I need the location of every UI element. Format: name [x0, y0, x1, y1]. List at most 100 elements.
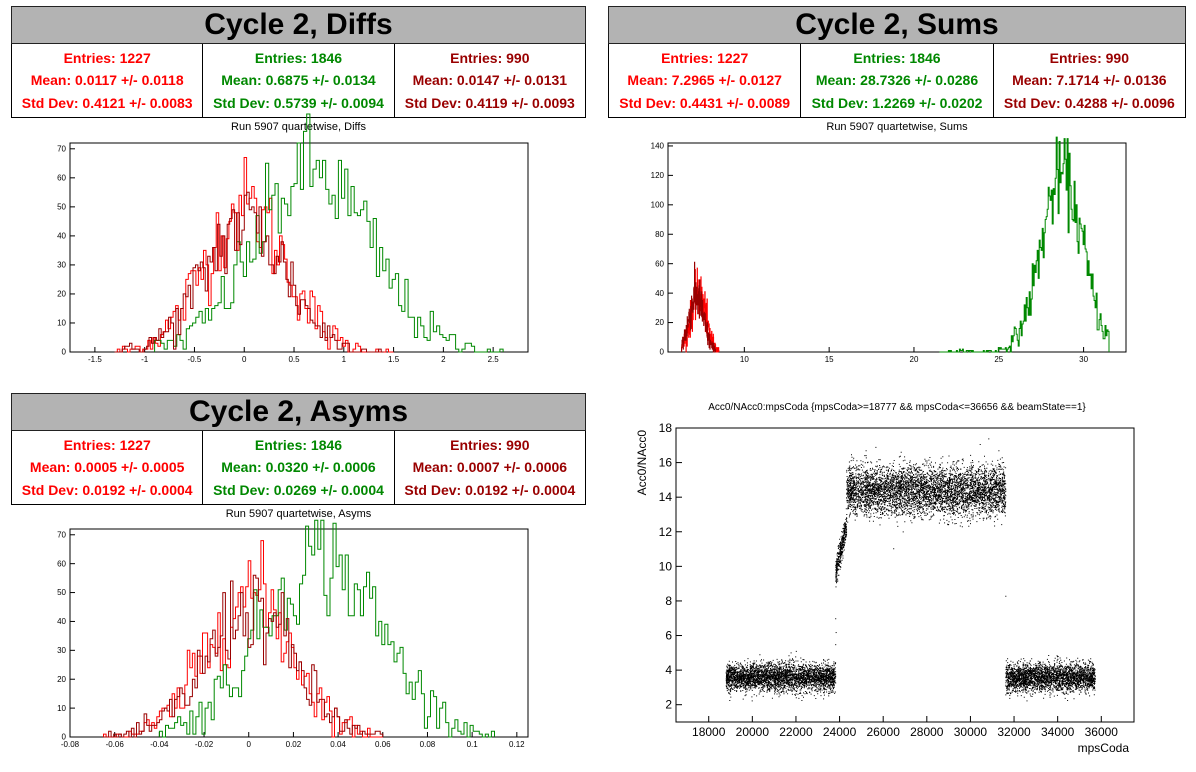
- x-tick-label: 24000: [823, 725, 857, 739]
- stddev-label: Std Dev: 0.0192 +/- 0.0004: [404, 481, 576, 498]
- histogram-series-red: [103, 540, 383, 738]
- stddev-label: Std Dev: 1.2269 +/- 0.0202: [811, 94, 983, 111]
- mean-label: Mean: 0.0147 +/- 0.0131: [412, 72, 568, 89]
- x-tick-label: 22000: [779, 725, 813, 739]
- x-tick-label: 2.5: [488, 355, 500, 364]
- y-tick-label: 60: [655, 259, 664, 268]
- x-tick-label: -1: [141, 355, 149, 364]
- scatter-point: [1005, 595, 1007, 597]
- scatter-cluster-2: [846, 438, 1007, 550]
- y-tick-label: 70: [57, 530, 66, 539]
- scatter-points: [725, 650, 837, 702]
- y-tick-label: 140: [651, 142, 665, 151]
- y-axis-label: Acc0/NAcc0: [635, 430, 649, 496]
- y-tick-label: 2: [665, 698, 672, 712]
- stddev-label: Std Dev: 0.4288 +/- 0.0096: [1003, 94, 1175, 111]
- mean-label: Mean: 7.1714 +/- 0.0136: [1012, 72, 1167, 89]
- scatter-points: [846, 438, 1007, 550]
- diffs-header: Cycle 2, Diffs: [11, 6, 586, 44]
- scatter-plot-title: Acc0/NAcc0:mpsCoda {mpsCoda>=18777 && mp…: [708, 402, 1086, 413]
- x-tick-label: -0.08: [61, 740, 80, 749]
- scatter-points: [1005, 655, 1096, 702]
- histogram-series-darkred: [114, 191, 384, 353]
- x-tick-label: 26000: [867, 725, 901, 739]
- mean-label: Mean: 0.0320 +/- 0.0006: [221, 459, 376, 476]
- x-tick-label: 34000: [1041, 725, 1075, 739]
- y-tick-label: 60: [57, 174, 66, 183]
- entries-label: Entries: 1227: [63, 437, 151, 454]
- x-tick-label: 25: [994, 355, 1003, 364]
- entries-label: Entries: 990: [1049, 50, 1129, 67]
- mean-label: Mean: 0.0007 +/- 0.0006: [412, 459, 568, 476]
- y-tick-label: 4: [665, 663, 672, 677]
- scatter-point: [835, 644, 837, 646]
- scatter-cluster-0: [725, 650, 837, 702]
- x-tick-label: 18000: [692, 725, 726, 739]
- stddev-label: Std Dev: 0.4431 +/- 0.0089: [619, 94, 791, 111]
- x-tick-label: 0.12: [509, 740, 525, 749]
- sums-stats-green: Entries: 1846 Mean: 28.7326 +/- 0.0286 S…: [801, 44, 994, 117]
- y-tick-label: 0: [660, 348, 665, 357]
- sums-header: Cycle 2, Sums: [608, 6, 1186, 44]
- y-tick-label: 70: [57, 144, 66, 153]
- y-tick-label: 40: [57, 232, 66, 241]
- y-tick-label: 0: [62, 733, 67, 742]
- x-tick-label: 36000: [1085, 725, 1119, 739]
- entries-label: Entries: 1227: [661, 50, 749, 67]
- plot-frame: [69, 528, 529, 738]
- sums-stats-box: Entries: 1227 Mean: 7.2965 +/- 0.0127 St…: [608, 44, 1186, 118]
- asyms-stats-darkred: Entries: 990 Mean: 0.0007 +/- 0.0006 Std…: [395, 431, 585, 504]
- stddev-label: Std Dev: 0.5739 +/- 0.0094: [213, 94, 384, 111]
- diffs-stats-green: Entries: 1846 Mean: 0.6875 +/- 0.0134 St…: [203, 44, 395, 117]
- y-tick-label: 20: [57, 290, 66, 299]
- x-tick-label: 30: [1079, 355, 1088, 364]
- scatter-point: [835, 618, 837, 620]
- mean-label: Mean: 0.0117 +/- 0.0118: [30, 72, 184, 89]
- x-tick-label: 28000: [910, 725, 944, 739]
- x-tick-label: 0.5: [288, 355, 300, 364]
- asyms-stats-green: Entries: 1846 Mean: 0.0320 +/- 0.0006 St…: [203, 431, 395, 504]
- x-tick-label: 0.02: [286, 740, 302, 749]
- histogram-series-green: [158, 519, 495, 738]
- diffs-stats-red: Entries: 1227 Mean: 0.0117 +/- 0.0118 St…: [12, 44, 204, 117]
- sums-stats-red: Entries: 1227 Mean: 7.2965 +/- 0.0127 St…: [609, 44, 802, 117]
- x-tick-label: 0: [247, 740, 252, 749]
- plot-frame: [69, 142, 529, 353]
- x-tick-label: 1.5: [388, 355, 400, 364]
- y-tick-label: 30: [57, 646, 66, 655]
- x-tick-label: 0: [242, 355, 247, 364]
- histogram-series-red: [114, 157, 394, 353]
- histogram-series-green: [939, 136, 1110, 353]
- x-axis-label: mpsCoda: [1078, 741, 1130, 755]
- y-tick-label: 0: [62, 348, 67, 357]
- x-tick-label: 1: [342, 355, 347, 364]
- sums-plot-title: Run 5907 quartetwise, Sums: [826, 121, 968, 133]
- stddev-label: Std Dev: 0.0192 +/- 0.0004: [21, 481, 193, 498]
- mean-label: Mean: 28.7326 +/- 0.0286: [815, 72, 979, 89]
- y-tick-label: 120: [651, 171, 665, 180]
- y-tick-label: 50: [57, 203, 66, 212]
- y-tick-label: 40: [57, 617, 66, 626]
- entries-label: Entries: 990: [450, 50, 530, 67]
- asyms-stats-box: Entries: 1227 Mean: 0.0005 +/- 0.0005 St…: [11, 431, 586, 505]
- plot-frame: [667, 142, 1127, 353]
- x-tick-label: 30000: [954, 725, 988, 739]
- y-tick-label: 10: [57, 704, 66, 713]
- asyms-plot-title: Run 5907 quartetwise, Asyms: [225, 508, 372, 520]
- entries-label: Entries: 990: [450, 437, 530, 454]
- diffs-plot-title: Run 5907 quartetwise, Diffs: [231, 121, 366, 133]
- x-tick-label: 2: [441, 355, 446, 364]
- sums-stats-darkred: Entries: 990 Mean: 7.1714 +/- 0.0136 Std…: [994, 44, 1185, 117]
- y-tick-label: 50: [57, 588, 66, 597]
- asyms-stats-red: Entries: 1227 Mean: 0.0005 +/- 0.0005 St…: [12, 431, 204, 504]
- stddev-label: Std Dev: 0.4119 +/- 0.0093: [404, 94, 575, 111]
- scatter-points: [835, 508, 848, 588]
- y-tick-label: 30: [57, 261, 66, 270]
- entries-label: Entries: 1846: [254, 437, 343, 454]
- scatter-cluster-3: [1005, 655, 1096, 702]
- y-tick-label: 16: [659, 456, 673, 470]
- histogram-series-green: [154, 113, 504, 353]
- stddev-label: Std Dev: 0.0269 +/- 0.0004: [213, 481, 384, 498]
- entries-label: Entries: 1846: [853, 50, 941, 67]
